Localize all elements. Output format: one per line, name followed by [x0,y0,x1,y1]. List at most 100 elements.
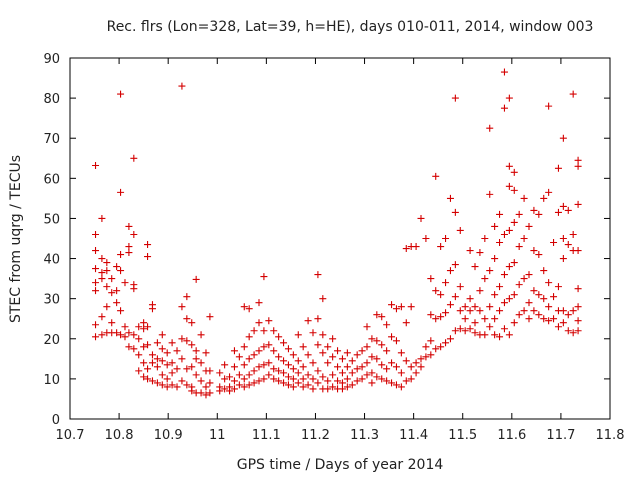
data-point [135,367,143,375]
data-point [314,341,322,349]
data-point [456,325,464,333]
data-point [240,383,248,391]
data-point [153,379,161,387]
data-point [255,363,263,371]
data-point [510,291,518,299]
data-point [329,383,337,391]
data-point [368,369,376,377]
data-point [540,267,548,275]
data-point [103,267,111,275]
data-point [397,369,405,377]
data-point [168,339,176,347]
data-point [446,267,454,275]
data-point [148,359,156,367]
data-point [437,313,445,321]
data-point [294,369,302,377]
data-point [206,313,214,321]
data-point [299,383,307,391]
data-point [270,327,278,335]
data-point [446,194,454,202]
data-point [245,305,253,313]
data-point [163,383,171,391]
data-point [304,351,312,359]
data-point [144,365,152,373]
data-point [260,361,268,369]
data-point [510,259,518,267]
data-point [240,375,248,383]
data-point [230,363,238,371]
data-point [188,387,196,395]
data-point [221,361,229,369]
data-point [260,343,268,351]
data-point [168,381,176,389]
y-axis: 0 10 20 30 40 50 60 70 80 90 [43,52,610,428]
data-point [471,303,479,311]
x-tick-label: 11.8 [596,428,625,443]
data-point [299,363,307,371]
y-tick-label: 70 [43,132,60,147]
data-point [197,331,205,339]
data-point [163,361,171,369]
data-point [334,377,342,385]
data-point [245,355,253,363]
data-point [348,369,356,377]
data-point [230,377,238,385]
data-point [491,331,499,339]
data-point [240,343,248,351]
data-point [117,307,125,315]
data-point [505,331,513,339]
data-point [319,331,327,339]
data-point [388,379,396,387]
data-point [92,279,100,287]
data-point [226,387,234,395]
data-point [554,164,562,172]
data-series-stec [92,68,582,399]
data-point [407,375,415,383]
data-point [442,235,450,242]
data-point [491,222,499,230]
data-point [334,347,342,355]
data-point [461,327,469,335]
data-point [265,371,273,379]
data-point [275,377,283,385]
data-point [407,303,415,311]
data-point [402,245,410,253]
data-point [140,319,148,327]
data-point [148,377,156,385]
x-axis: 10.7 10.8 10.9 11 11.1 11.2 11.3 11.4 11.5 11.6 11… [56,58,625,443]
data-point [125,329,133,337]
data-point [446,335,454,343]
data-point [422,353,430,361]
data-point [314,367,322,375]
data-point [378,313,386,321]
data-point [559,235,567,242]
data-point [471,263,479,271]
data-point [574,162,582,170]
data-point [481,331,489,339]
data-point [559,319,567,327]
data-point [574,303,582,311]
data-point [140,343,148,351]
data-point [456,307,464,315]
data-point [461,315,469,323]
data-point [192,371,200,379]
data-point [500,230,508,238]
data-point [530,206,538,214]
data-point [98,331,106,339]
data-point [284,381,292,389]
data-point [545,188,553,196]
data-point [125,243,133,251]
data-point [183,293,191,301]
data-point [412,359,420,367]
data-point [535,311,543,319]
data-point [530,307,538,315]
data-point [550,293,558,301]
data-point [422,343,430,351]
plot-frame [69,57,611,420]
y-tick-label: 80 [43,92,60,107]
data-point [135,351,143,359]
data-point [230,385,238,393]
data-point [466,247,474,255]
data-point [554,283,562,291]
